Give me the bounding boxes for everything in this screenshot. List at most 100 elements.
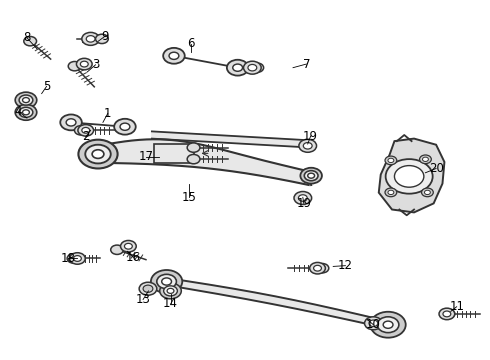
Circle shape [15,104,37,120]
Circle shape [111,245,123,255]
Circle shape [314,265,321,271]
Circle shape [92,150,104,158]
Circle shape [24,36,37,46]
Circle shape [187,143,200,152]
Circle shape [160,283,181,299]
Circle shape [442,309,455,319]
Circle shape [187,154,200,164]
Circle shape [78,125,94,136]
Bar [154,144,194,163]
Circle shape [365,317,382,330]
Circle shape [68,62,81,71]
Circle shape [251,63,264,72]
Circle shape [19,95,33,105]
Text: 7: 7 [302,58,310,71]
Text: 11: 11 [449,300,464,313]
Circle shape [74,126,87,135]
Circle shape [369,320,378,327]
Text: 19: 19 [303,130,318,143]
Circle shape [66,119,76,126]
Circle shape [151,270,182,293]
Circle shape [144,285,152,292]
Circle shape [294,192,312,204]
Circle shape [419,155,431,163]
Polygon shape [167,278,387,328]
Circle shape [139,282,157,295]
Text: 16: 16 [126,251,141,264]
Text: 18: 18 [60,252,75,265]
Circle shape [385,188,397,197]
Circle shape [23,110,29,115]
Circle shape [96,34,108,44]
Circle shape [394,166,424,187]
Circle shape [424,190,430,194]
Circle shape [23,98,29,103]
Circle shape [162,278,172,285]
Text: 3: 3 [92,58,99,71]
Circle shape [80,61,88,67]
Circle shape [298,195,307,201]
Polygon shape [152,131,311,148]
Circle shape [82,32,99,45]
Circle shape [443,311,451,317]
Circle shape [15,92,37,108]
Text: 13: 13 [136,293,150,306]
Circle shape [76,58,92,70]
Circle shape [388,190,394,194]
Circle shape [310,262,325,274]
Circle shape [244,61,261,74]
Text: 19: 19 [296,197,311,210]
Circle shape [370,312,406,338]
Circle shape [86,36,95,42]
Text: 5: 5 [43,80,50,93]
Circle shape [439,308,455,320]
Circle shape [124,243,132,249]
Circle shape [422,157,428,161]
Circle shape [143,285,153,292]
Circle shape [304,171,318,181]
Text: 15: 15 [181,191,196,204]
Circle shape [386,159,433,194]
Text: 20: 20 [429,162,443,175]
Text: 17: 17 [139,150,153,163]
Circle shape [169,52,179,59]
Text: 4: 4 [15,105,23,118]
Circle shape [60,114,82,130]
Text: 12: 12 [338,259,353,272]
Circle shape [157,274,176,289]
Circle shape [385,156,397,165]
Circle shape [421,188,433,197]
Circle shape [300,168,322,184]
Text: 6: 6 [187,37,195,50]
Circle shape [227,60,248,76]
Circle shape [114,119,136,135]
Text: 10: 10 [366,318,381,331]
Circle shape [74,256,81,261]
Circle shape [167,288,174,293]
Circle shape [78,140,118,168]
Circle shape [67,254,80,263]
Circle shape [164,286,177,296]
Circle shape [388,158,394,163]
Circle shape [85,145,111,163]
Circle shape [121,240,136,252]
Circle shape [19,107,33,117]
Text: 1: 1 [104,107,112,120]
Text: 9: 9 [101,30,109,42]
Circle shape [163,48,185,64]
Circle shape [299,139,317,152]
Circle shape [233,64,243,71]
Circle shape [383,321,393,328]
Text: 14: 14 [163,297,178,310]
Text: 2: 2 [82,130,90,143]
Circle shape [308,173,315,178]
Text: 8: 8 [23,31,31,44]
Circle shape [70,253,85,264]
Polygon shape [379,139,444,212]
Circle shape [377,317,399,333]
Circle shape [248,64,257,71]
Polygon shape [98,139,309,185]
Circle shape [82,127,90,133]
Circle shape [303,143,312,149]
Circle shape [316,264,329,273]
